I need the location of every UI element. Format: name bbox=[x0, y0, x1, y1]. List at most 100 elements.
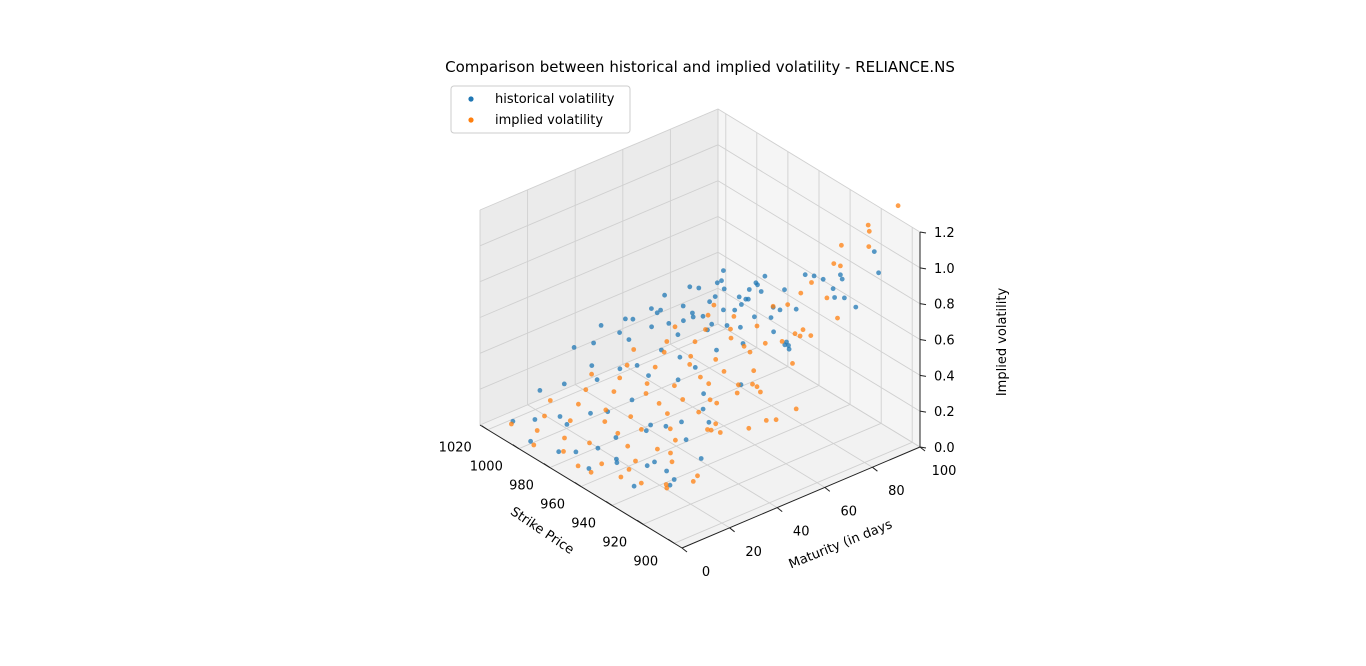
z-tick-mark bbox=[919, 446, 927, 449]
implied-volatility-point bbox=[575, 463, 581, 469]
historical-volatility-point bbox=[721, 307, 726, 313]
historical-volatility-point bbox=[537, 388, 543, 393]
implied-volatility-point bbox=[703, 327, 708, 332]
y-tick-mark bbox=[824, 487, 831, 492]
implied-volatility-point bbox=[731, 314, 737, 319]
historical-volatility-point bbox=[571, 345, 577, 350]
z-tick-label: 1.0 bbox=[934, 262, 955, 277]
z-tick-label: 0.2 bbox=[934, 405, 955, 420]
implied-volatility-point bbox=[792, 331, 798, 337]
implied-volatility-point bbox=[747, 349, 753, 355]
historical-volatility-point bbox=[528, 438, 533, 444]
legend-label-historical: historical volatility bbox=[495, 92, 615, 107]
historical-volatility-point bbox=[758, 289, 764, 294]
implied-volatility-point bbox=[705, 427, 710, 432]
implied-volatility-point bbox=[706, 381, 712, 387]
implied-volatility-point bbox=[576, 401, 581, 407]
implied-volatility-point bbox=[824, 295, 830, 301]
historical-volatility-point bbox=[586, 466, 592, 471]
historical-volatility-point bbox=[732, 307, 738, 313]
implied-volatility-point bbox=[680, 397, 686, 402]
implied-volatility-point bbox=[567, 418, 573, 424]
implied-volatility-point bbox=[762, 340, 768, 346]
implied-volatility-point bbox=[656, 401, 662, 406]
historical-volatility-point bbox=[646, 373, 651, 378]
historical-volatility-point bbox=[614, 460, 620, 466]
implied-volatility-point bbox=[797, 333, 803, 339]
historical-volatility-point bbox=[564, 422, 570, 427]
historical-volatility-point bbox=[679, 419, 684, 425]
implied-volatility-point bbox=[750, 381, 755, 387]
implied-volatility-point bbox=[835, 315, 840, 321]
historical-volatility-point bbox=[786, 346, 792, 352]
historical-volatility-point bbox=[752, 314, 757, 320]
implied-volatility-point bbox=[587, 440, 592, 446]
implied-volatility-point bbox=[711, 302, 717, 308]
implied-volatility-point bbox=[663, 482, 669, 487]
implied-volatility-point bbox=[793, 406, 799, 412]
z-tick-mark bbox=[919, 267, 927, 270]
historical-volatility-point bbox=[594, 377, 600, 383]
implied-volatility-point bbox=[668, 450, 673, 456]
implied-volatility-point bbox=[721, 369, 727, 374]
implied-volatility-point bbox=[785, 302, 791, 307]
historical-volatility-point bbox=[832, 295, 837, 300]
historical-volatility-point bbox=[700, 406, 706, 412]
x-tick-mark bbox=[636, 519, 644, 525]
implied-volatility-point bbox=[698, 374, 703, 380]
y-tick-mark bbox=[872, 466, 878, 472]
y-tick-label: 20 bbox=[745, 545, 762, 560]
implied-volatility-point bbox=[638, 480, 644, 486]
historical-volatility-point bbox=[648, 422, 653, 428]
implied-volatility-point bbox=[599, 461, 605, 467]
implied-volatility-point bbox=[688, 353, 694, 359]
implied-volatility-point bbox=[626, 467, 632, 472]
historical-volatility-point bbox=[658, 307, 663, 313]
x-tick-label: 1020 bbox=[439, 441, 472, 456]
x-tick-mark bbox=[481, 425, 489, 431]
implied-volatility-point bbox=[839, 242, 844, 248]
historical-volatility-point bbox=[617, 330, 622, 335]
z-tick-mark bbox=[919, 410, 927, 413]
historical-volatility-point bbox=[557, 414, 563, 419]
implied-volatility-point bbox=[672, 383, 677, 389]
historical-volatility-point bbox=[623, 316, 628, 322]
z-tick-mark bbox=[919, 339, 927, 341]
historical-volatility-point bbox=[739, 302, 744, 307]
historical-volatility-point bbox=[675, 377, 681, 383]
historical-volatility-point bbox=[666, 321, 672, 326]
x-tick-label: 1000 bbox=[470, 460, 503, 475]
legend-box bbox=[450, 85, 631, 134]
implied-volatility-point bbox=[624, 362, 630, 368]
implied-volatility-point bbox=[628, 414, 634, 419]
historical-volatility-point bbox=[768, 315, 774, 320]
implied-volatility-point bbox=[798, 290, 804, 296]
historical-volatility-point bbox=[771, 329, 776, 335]
grid-line-z bbox=[479, 108, 921, 233]
implied-volatility-point bbox=[708, 427, 714, 433]
historical-volatility-point bbox=[714, 347, 719, 353]
z-tick-mark bbox=[919, 374, 927, 377]
historical-volatility-point bbox=[724, 323, 730, 328]
legend-label-implied: implied volatility bbox=[495, 113, 603, 128]
historical-volatility-point bbox=[738, 324, 743, 330]
x-tick-label: 960 bbox=[540, 498, 565, 513]
historical-volatility-point bbox=[532, 417, 538, 422]
historical-volatility-point bbox=[687, 284, 693, 290]
implied-volatility-point bbox=[509, 421, 514, 427]
chart-title: Comparison between historical and implie… bbox=[445, 58, 955, 76]
implied-volatility-point bbox=[531, 442, 537, 448]
y-tick-mark bbox=[729, 527, 735, 533]
implied-volatility-point bbox=[672, 324, 678, 330]
historical-volatility-point bbox=[649, 324, 654, 330]
y-tick-label: 40 bbox=[793, 525, 810, 540]
implied-volatility-point bbox=[770, 303, 776, 309]
implied-volatility-point bbox=[639, 427, 644, 432]
implied-volatility-point bbox=[746, 425, 752, 431]
z-tick-label: 0.0 bbox=[934, 441, 955, 456]
historical-volatility-point bbox=[820, 276, 826, 282]
x-tick-label: 920 bbox=[602, 535, 627, 550]
implied-volatility-point bbox=[705, 312, 711, 318]
historical-volatility-point bbox=[629, 397, 635, 403]
historical-volatility-point bbox=[714, 280, 720, 286]
